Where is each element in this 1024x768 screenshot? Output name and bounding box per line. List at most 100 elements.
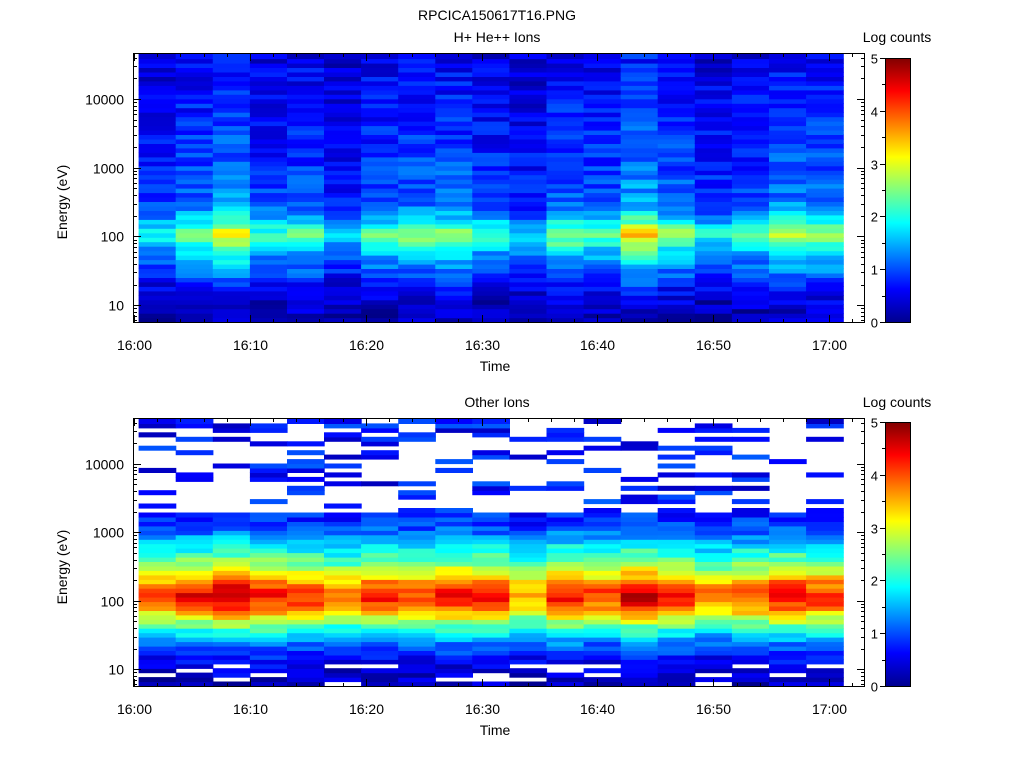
heatmap-cell <box>472 543 510 549</box>
heatmap-cell <box>806 317 844 323</box>
heatmap-cell <box>175 98 214 104</box>
heatmap-cell <box>249 677 288 683</box>
heatmap-cell <box>435 313 473 319</box>
x-tick-label: 16:40 <box>580 337 615 353</box>
heatmap-cell <box>212 138 251 144</box>
colorbar <box>885 58 910 322</box>
heatmap-cell <box>546 214 585 220</box>
heatmap-cell <box>249 232 288 238</box>
heatmap-cell <box>583 508 622 514</box>
heatmap-cell <box>731 179 770 185</box>
heatmap-cell <box>769 134 807 140</box>
heatmap-cell <box>361 107 399 113</box>
heatmap-cell <box>175 246 214 252</box>
heatmap-cell <box>324 641 362 647</box>
heatmap-cell <box>398 103 436 109</box>
heatmap-cell <box>324 156 362 162</box>
heatmap-cell <box>546 183 585 189</box>
heatmap-cell <box>212 628 251 634</box>
heatmap-cell <box>769 286 807 292</box>
heatmap-cell <box>398 677 436 683</box>
heatmap-cell <box>398 610 436 616</box>
heatmap-cell <box>657 499 696 505</box>
heatmap-cell <box>138 71 177 77</box>
heatmap-cell <box>731 530 770 536</box>
heatmap-cell <box>620 85 659 91</box>
heatmap-cell <box>324 183 362 189</box>
heatmap-cell <box>472 241 510 247</box>
heatmap-cell <box>175 313 214 319</box>
heatmap-cell <box>212 237 251 243</box>
heatmap-cell <box>731 112 770 118</box>
heatmap-cell <box>398 605 436 611</box>
heatmap-cell <box>694 179 733 185</box>
heatmap-cell <box>435 512 473 518</box>
heatmap-cell <box>324 317 362 323</box>
heatmap-cell <box>361 67 399 73</box>
heatmap-cell <box>694 654 733 660</box>
heatmap-cell <box>472 295 510 301</box>
heatmap-cell <box>583 107 622 113</box>
heatmap-cell <box>249 268 288 274</box>
heatmap-cell <box>583 543 622 549</box>
heatmap-cell <box>657 650 696 656</box>
heatmap-cell <box>694 646 733 651</box>
heatmap-cell <box>472 583 510 589</box>
heatmap-cell <box>620 80 659 86</box>
heatmap-cell <box>694 485 733 491</box>
heatmap-cell <box>175 188 214 194</box>
heatmap-cell <box>546 557 585 562</box>
heatmap-cell <box>361 521 399 527</box>
heatmap-cell <box>620 263 659 269</box>
heatmap-cell <box>620 219 659 225</box>
heatmap-cell <box>657 165 696 171</box>
heatmap-cell <box>546 228 585 234</box>
heatmap-cell <box>694 232 733 238</box>
heatmap-cell <box>361 423 399 429</box>
heatmap-cell <box>694 525 733 531</box>
heatmap-cell <box>546 597 585 603</box>
heatmap-cell <box>175 672 214 678</box>
heatmap-cell <box>731 557 770 562</box>
figure-title: RPCICA150617T16.PNG <box>418 7 576 23</box>
heatmap-cell <box>287 485 325 491</box>
heatmap-cell <box>620 641 659 647</box>
heatmap-cell <box>806 619 844 625</box>
heatmap-cell <box>138 432 177 438</box>
heatmap-cell <box>212 539 251 545</box>
heatmap-cell <box>435 610 473 616</box>
heatmap-cell <box>472 574 510 580</box>
heatmap-cell <box>324 432 362 438</box>
heatmap-cell <box>361 138 399 144</box>
heatmap-cell <box>546 210 585 216</box>
heatmap-cell <box>769 232 807 238</box>
heatmap-cell <box>287 188 325 194</box>
heatmap-cell <box>694 539 733 545</box>
heatmap-cell <box>435 250 473 256</box>
heatmap-cell <box>546 565 585 571</box>
heatmap-cell <box>361 534 399 540</box>
heatmap-cell <box>546 250 585 256</box>
heatmap-cell <box>583 530 622 536</box>
heatmap-cell <box>138 277 177 283</box>
heatmap-cell <box>138 214 177 220</box>
heatmap-cell <box>657 304 696 310</box>
heatmap-cell <box>212 592 251 598</box>
heatmap-cell <box>287 219 325 225</box>
heatmap-cell <box>694 588 733 594</box>
heatmap-cell <box>175 654 214 660</box>
heatmap-cell <box>731 210 770 216</box>
heatmap-cell <box>657 672 696 678</box>
heatmap-cell <box>769 605 807 611</box>
heatmap-cell <box>657 516 696 522</box>
heatmap-cell <box>583 183 622 189</box>
heatmap-cell <box>398 614 436 620</box>
heatmap-cell <box>398 565 436 571</box>
heatmap-cell <box>324 588 362 594</box>
y-tick-label: 100 <box>101 229 125 245</box>
heatmap-cell <box>324 259 362 265</box>
heatmap-cell <box>806 419 844 424</box>
heatmap-cell <box>694 223 733 229</box>
heatmap-cell <box>769 143 807 149</box>
heatmap-cell <box>583 268 622 274</box>
